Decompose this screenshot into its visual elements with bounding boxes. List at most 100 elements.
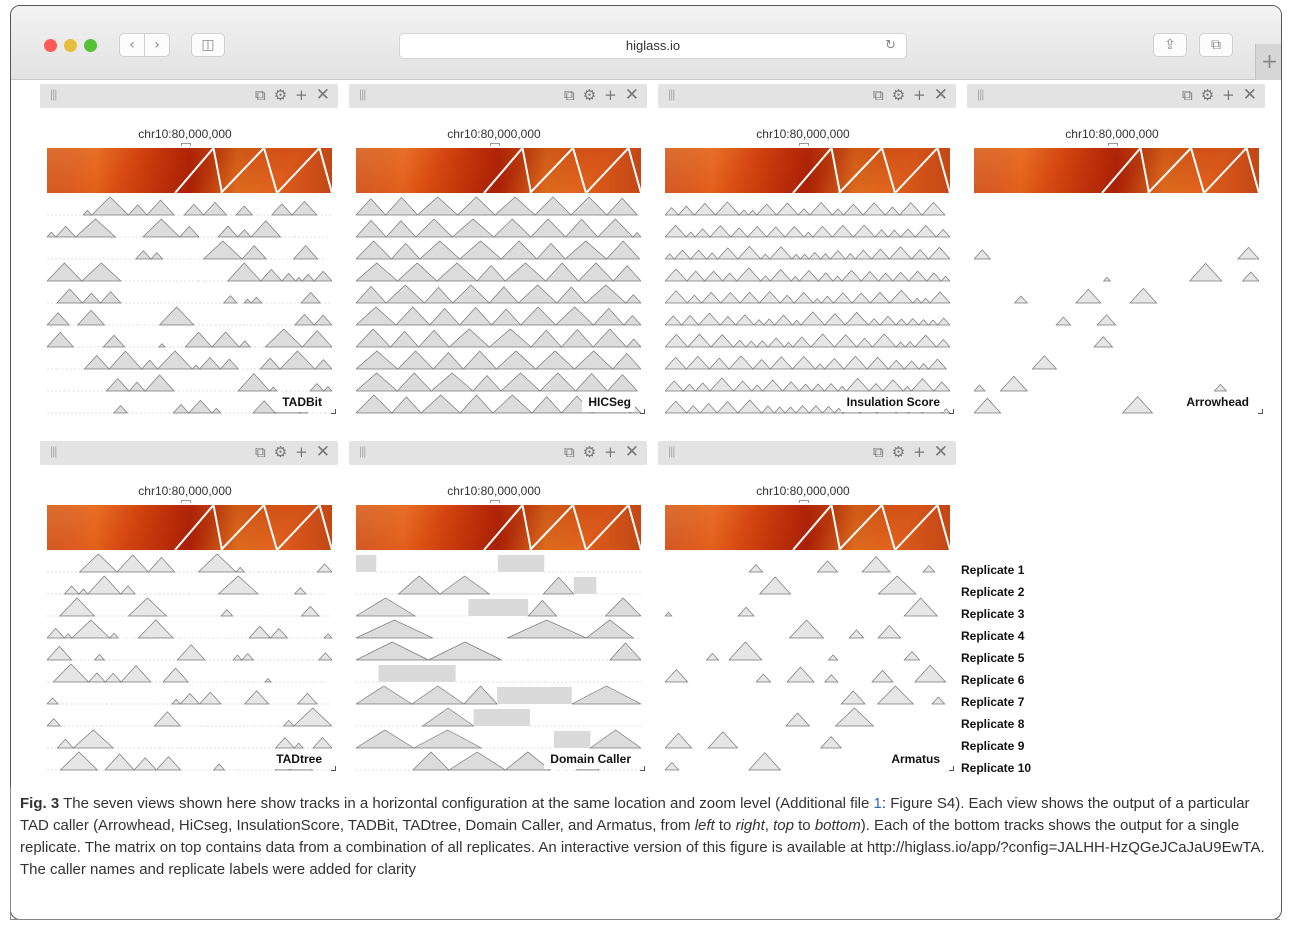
copy-icon[interactable]: ⧉ xyxy=(873,443,884,461)
copy-icon[interactable]: ⧉ xyxy=(1182,86,1193,104)
tad-domain xyxy=(153,711,182,727)
view-header[interactable]: ||| ⧉ ⚙ + ✕ xyxy=(967,84,1265,108)
close-icon[interactable]: ✕ xyxy=(315,85,330,105)
tad-domain xyxy=(797,208,811,216)
tad-domain xyxy=(755,673,772,683)
heatmap-track[interactable] xyxy=(665,145,951,194)
drag-handle-icon[interactable]: ||| xyxy=(668,444,675,458)
gear-icon[interactable]: ⚙ xyxy=(273,443,288,461)
replicate-track xyxy=(47,597,329,617)
heatmap-track[interactable] xyxy=(356,145,642,194)
minimize-window-icon[interactable] xyxy=(64,39,77,52)
domain-outline xyxy=(585,503,642,551)
tad-domain xyxy=(458,306,493,326)
plus-icon[interactable]: + xyxy=(604,443,617,461)
plus-icon[interactable]: + xyxy=(295,86,308,104)
resize-handle-icon[interactable] xyxy=(331,766,336,771)
plus-icon[interactable]: + xyxy=(604,86,617,104)
heatmap-triangles xyxy=(792,502,951,551)
tad-domain xyxy=(46,697,59,705)
heatmap-track[interactable] xyxy=(356,502,642,551)
tad-domain xyxy=(413,729,482,749)
tad-domain xyxy=(785,712,811,727)
drag-handle-icon[interactable]: ||| xyxy=(977,87,984,101)
view-header[interactable]: ||| ⧉ ⚙ + ✕ xyxy=(349,84,647,108)
tad-tracks-svg xyxy=(46,553,333,771)
tad-domain xyxy=(316,563,333,573)
gear-icon[interactable]: ⚙ xyxy=(273,86,288,104)
drag-handle-icon[interactable]: ||| xyxy=(50,87,57,101)
tad-domain xyxy=(832,275,843,282)
view-header[interactable]: ||| ⧉ ⚙ + ✕ xyxy=(658,441,956,465)
gear-icon[interactable]: ⚙ xyxy=(582,86,597,104)
copy-icon[interactable]: ⧉ xyxy=(255,86,266,104)
tad-domain xyxy=(438,575,491,595)
caption-emphasis: top xyxy=(773,817,794,834)
resize-handle-icon[interactable] xyxy=(331,409,336,414)
new-tab-button[interactable]: + xyxy=(1255,44,1281,80)
gear-icon[interactable]: ⚙ xyxy=(891,443,906,461)
tad-domain xyxy=(291,200,318,216)
heatmap-track[interactable] xyxy=(665,502,951,551)
heatmap-track[interactable] xyxy=(47,145,333,194)
view-header[interactable]: ||| ⧉ ⚙ + ✕ xyxy=(40,84,338,108)
resize-handle-icon[interactable] xyxy=(949,409,954,414)
tad-domain xyxy=(104,753,135,771)
tad-domain xyxy=(685,355,711,370)
close-icon[interactable]: ✕ xyxy=(315,442,330,462)
sidebar-button[interactable]: ◫ xyxy=(191,33,225,57)
back-button[interactable]: ‹ xyxy=(119,33,145,57)
tad-domain xyxy=(574,372,609,392)
close-icon[interactable]: ✕ xyxy=(933,442,948,462)
gear-icon[interactable]: ⚙ xyxy=(582,443,597,461)
forward-button[interactable]: › xyxy=(144,33,170,57)
address-bar[interactable]: higlass.io ↻ xyxy=(399,33,907,59)
close-icon[interactable]: ✕ xyxy=(624,442,639,462)
copy-icon[interactable]: ⧉ xyxy=(255,443,266,461)
replicate-label: Replicate 2 xyxy=(961,585,1025,599)
heatmap-track[interactable] xyxy=(974,145,1260,194)
close-icon[interactable]: ✕ xyxy=(1242,85,1257,105)
tad-domain xyxy=(577,262,615,282)
close-icon[interactable]: ✕ xyxy=(624,85,639,105)
reload-icon[interactable]: ↻ xyxy=(885,38,896,53)
copy-icon[interactable]: ⧉ xyxy=(564,86,575,104)
copy-icon[interactable]: ⧉ xyxy=(873,86,884,104)
tad-domain xyxy=(570,196,608,216)
view-header[interactable]: ||| ⧉ ⚙ + ✕ xyxy=(40,441,338,465)
tad-domain xyxy=(708,357,730,370)
drag-handle-icon[interactable]: ||| xyxy=(359,87,366,101)
tabs-overview-button[interactable]: ⧉ xyxy=(1199,33,1233,57)
heatmap-track[interactable] xyxy=(47,502,333,551)
view-header[interactable]: ||| ⧉ ⚙ + ✕ xyxy=(349,441,647,465)
close-icon[interactable]: ✕ xyxy=(933,85,948,105)
tad-domain xyxy=(417,329,451,348)
plus-icon[interactable]: + xyxy=(913,443,926,461)
tad-domain xyxy=(56,288,84,304)
tad-domain xyxy=(1188,262,1223,282)
drag-handle-icon[interactable]: ||| xyxy=(668,87,675,101)
copy-icon[interactable]: ⧉ xyxy=(564,443,575,461)
caption-ref-link[interactable]: 1 xyxy=(873,795,882,812)
maximize-window-icon[interactable] xyxy=(84,39,97,52)
plus-icon[interactable]: + xyxy=(1222,86,1235,104)
view-header[interactable]: ||| ⧉ ⚙ + ✕ xyxy=(658,84,956,108)
close-window-icon[interactable] xyxy=(44,39,57,52)
replicate-labels: Replicate 1 Replicate 2 Replicate 3 Replica… xyxy=(961,559,1081,779)
resize-handle-icon[interactable] xyxy=(640,409,645,414)
drag-handle-icon[interactable]: ||| xyxy=(50,444,57,458)
gear-icon[interactable]: ⚙ xyxy=(1200,86,1215,104)
tad-domain xyxy=(93,653,106,661)
resize-handle-icon[interactable] xyxy=(1258,409,1263,414)
share-button[interactable]: ⇪ xyxy=(1153,33,1187,57)
tad-domain xyxy=(721,272,738,282)
tad-domain xyxy=(832,292,853,304)
plus-icon[interactable]: + xyxy=(913,86,926,104)
resize-handle-icon[interactable] xyxy=(949,766,954,771)
drag-handle-icon[interactable]: ||| xyxy=(359,444,366,458)
plus-icon[interactable]: + xyxy=(295,443,308,461)
resize-handle-icon[interactable] xyxy=(640,766,645,771)
tad-domain xyxy=(490,308,522,326)
gear-icon[interactable]: ⚙ xyxy=(891,86,906,104)
tad-domain xyxy=(397,575,441,595)
